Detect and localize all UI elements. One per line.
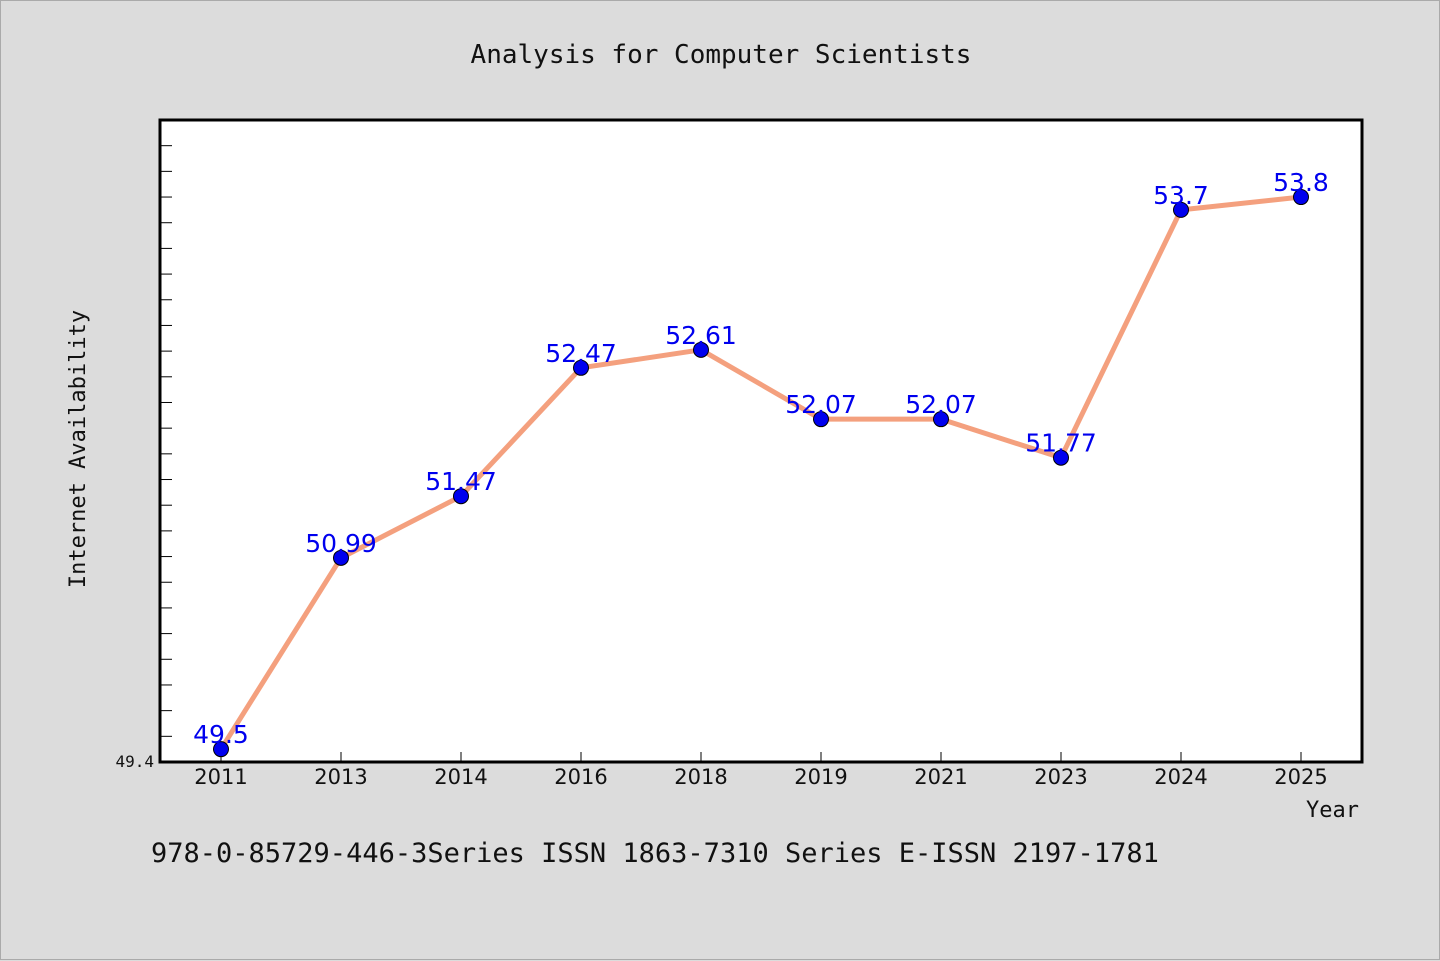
data-label: 52.47: [545, 339, 617, 368]
x-tick-label: 2013: [314, 765, 367, 789]
data-point: [1293, 189, 1309, 206]
x-tick-label: 2016: [554, 765, 607, 789]
x-tick-label: 2011: [194, 765, 247, 789]
data-label: 52.07: [905, 390, 977, 419]
x-tick-label: 2018: [674, 765, 727, 789]
data-label: 53.7: [1153, 181, 1209, 210]
data-label: 53.8: [1273, 168, 1329, 197]
x-tick-label: 2025: [1274, 765, 1327, 789]
series-markers: [213, 189, 1309, 758]
data-label: 51.77: [1025, 429, 1097, 458]
chart-title: Analysis for Computer Scientists: [471, 40, 972, 70]
data-point: [693, 341, 709, 358]
y-axis-label: Internet Availability: [66, 310, 91, 588]
data-point: [1053, 449, 1069, 466]
data-label: 51.47: [425, 467, 497, 496]
x-tick-label: 2019: [794, 765, 847, 789]
data-label: 52.61: [665, 321, 737, 350]
x-tick-label: 2021: [914, 765, 967, 789]
plot-area: [158, 118, 1364, 764]
x-tick-label: 2024: [1154, 765, 1207, 789]
data-point: [333, 549, 349, 566]
data-label: 52.07: [785, 390, 857, 419]
data-point: [453, 488, 469, 505]
x-axis-ticks: 2011 2013 2014 2016 2018 2019 2021 2023 2024 2025: [194, 752, 1328, 789]
y-axis-minor-ticks: [160, 145, 172, 737]
data-label: 49.5: [193, 720, 249, 749]
series-line: [218, 194, 1304, 752]
data-label: 50.99: [305, 529, 377, 558]
data-point: [933, 411, 949, 428]
x-tick-label: 2014: [434, 765, 487, 789]
x-tick-label: 2023: [1034, 765, 1087, 789]
footer-issn-text: 978-0-85729-446-3Series ISSN 1863-7310 S…: [151, 838, 1159, 869]
data-point: [1173, 201, 1189, 218]
y-tick-label: 49.4: [115, 752, 154, 771]
x-axis-label: Year: [1306, 798, 1359, 823]
data-point: [813, 411, 829, 428]
data-point: [573, 359, 589, 376]
data-point: [213, 741, 229, 758]
data-labels: 49.5 50.99 51.47 52.47 52.61 52.07 52.07 51.77 5…: [193, 168, 1329, 749]
